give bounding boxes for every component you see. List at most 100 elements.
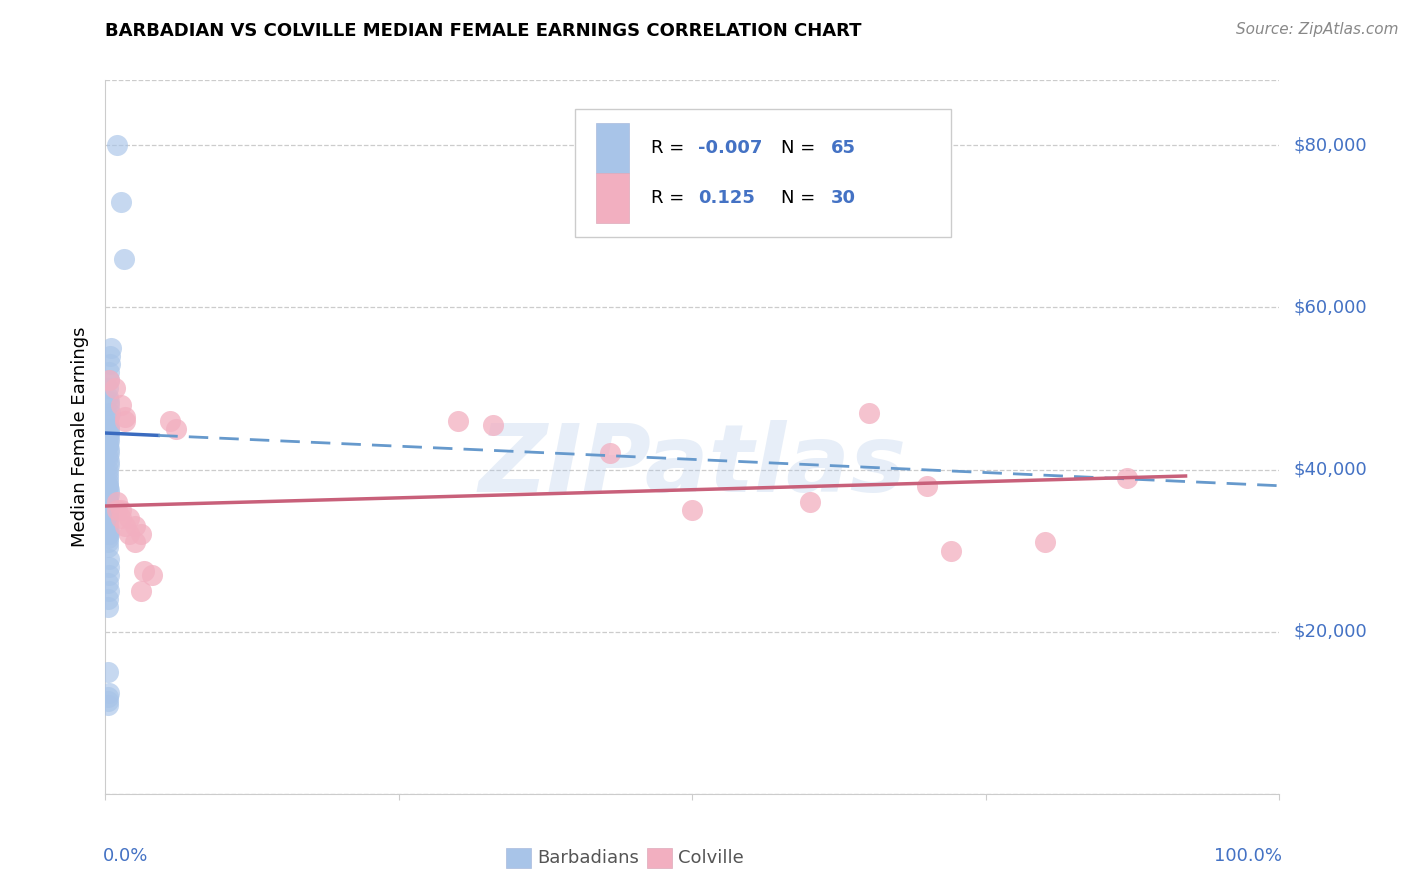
Y-axis label: Median Female Earnings: Median Female Earnings bbox=[72, 326, 90, 548]
Text: 65: 65 bbox=[831, 139, 856, 157]
Point bbox=[97, 511, 120, 525]
Point bbox=[97, 600, 120, 615]
Point bbox=[98, 524, 121, 538]
Text: N =: N = bbox=[780, 189, 821, 207]
Point bbox=[97, 495, 120, 509]
Point bbox=[97, 390, 120, 404]
Point bbox=[98, 434, 121, 449]
Point bbox=[97, 491, 120, 505]
Point bbox=[97, 381, 120, 395]
Point bbox=[97, 532, 120, 546]
Point bbox=[1033, 535, 1056, 549]
Point bbox=[97, 665, 120, 680]
Point bbox=[97, 507, 120, 521]
Point bbox=[105, 138, 128, 153]
Point bbox=[97, 450, 120, 465]
Point bbox=[110, 194, 132, 209]
Point bbox=[446, 414, 468, 428]
Point bbox=[110, 398, 132, 412]
Text: R =: R = bbox=[651, 189, 690, 207]
Point bbox=[98, 551, 121, 566]
Text: $20,000: $20,000 bbox=[1294, 623, 1367, 640]
Point bbox=[97, 438, 120, 452]
Point bbox=[98, 349, 121, 363]
Point bbox=[114, 519, 136, 533]
Point bbox=[98, 425, 121, 440]
Point bbox=[98, 499, 121, 513]
Point bbox=[134, 564, 156, 578]
Point bbox=[799, 495, 821, 509]
Point bbox=[599, 446, 621, 460]
Point bbox=[482, 417, 505, 432]
Point bbox=[858, 406, 880, 420]
Point bbox=[105, 495, 128, 509]
Point bbox=[97, 690, 120, 704]
Point bbox=[159, 414, 181, 428]
Point bbox=[97, 527, 120, 541]
Point bbox=[98, 406, 121, 420]
Point bbox=[98, 442, 121, 457]
Text: N =: N = bbox=[780, 139, 821, 157]
Point bbox=[98, 373, 121, 387]
Point bbox=[98, 483, 121, 497]
Text: 0.0%: 0.0% bbox=[103, 847, 149, 865]
Point bbox=[98, 409, 121, 424]
Point bbox=[100, 341, 122, 355]
Point bbox=[129, 584, 152, 599]
Point bbox=[110, 511, 132, 525]
Text: Barbadians: Barbadians bbox=[537, 849, 638, 867]
Point bbox=[98, 458, 121, 473]
Point bbox=[98, 685, 121, 699]
Point bbox=[97, 540, 120, 554]
Point bbox=[97, 414, 120, 428]
Point bbox=[98, 568, 121, 582]
Point bbox=[97, 467, 120, 481]
Point bbox=[98, 446, 121, 460]
Point bbox=[97, 430, 120, 444]
Point bbox=[98, 559, 121, 574]
Point bbox=[112, 252, 135, 266]
Bar bbox=[596, 173, 628, 223]
Text: Source: ZipAtlas.com: Source: ZipAtlas.com bbox=[1236, 22, 1399, 37]
Point bbox=[105, 503, 128, 517]
Text: $80,000: $80,000 bbox=[1294, 136, 1367, 154]
Point bbox=[98, 487, 121, 501]
Text: BARBADIAN VS COLVILLE MEDIAN FEMALE EARNINGS CORRELATION CHART: BARBADIAN VS COLVILLE MEDIAN FEMALE EARN… bbox=[105, 22, 862, 40]
Point bbox=[1115, 470, 1137, 484]
Point bbox=[114, 409, 136, 424]
Text: -0.007: -0.007 bbox=[699, 139, 762, 157]
Point bbox=[97, 519, 120, 533]
Point bbox=[98, 422, 121, 436]
Point bbox=[681, 503, 703, 517]
Point bbox=[97, 515, 120, 529]
Point bbox=[98, 422, 121, 436]
Point bbox=[97, 479, 120, 493]
Point bbox=[939, 543, 962, 558]
Bar bbox=[596, 123, 628, 173]
Point bbox=[97, 693, 120, 707]
Point bbox=[110, 503, 132, 517]
Text: R =: R = bbox=[651, 139, 690, 157]
Point bbox=[124, 519, 146, 533]
Point bbox=[97, 479, 120, 493]
Point bbox=[97, 475, 120, 489]
FancyBboxPatch shape bbox=[575, 109, 950, 237]
Point bbox=[118, 527, 141, 541]
Point bbox=[98, 454, 121, 468]
Point bbox=[98, 584, 121, 599]
Point bbox=[98, 373, 121, 387]
Point bbox=[98, 527, 121, 541]
Point bbox=[98, 398, 121, 412]
Point bbox=[97, 576, 120, 591]
Point bbox=[98, 430, 121, 444]
Text: 0.125: 0.125 bbox=[699, 189, 755, 207]
Point bbox=[97, 592, 120, 607]
Point bbox=[118, 511, 141, 525]
Text: $60,000: $60,000 bbox=[1294, 298, 1367, 317]
Point bbox=[165, 422, 187, 436]
Point bbox=[98, 357, 121, 371]
Text: ZIPatlas: ZIPatlas bbox=[478, 419, 907, 512]
Point bbox=[97, 698, 120, 712]
Point bbox=[915, 479, 938, 493]
Point bbox=[97, 462, 120, 476]
